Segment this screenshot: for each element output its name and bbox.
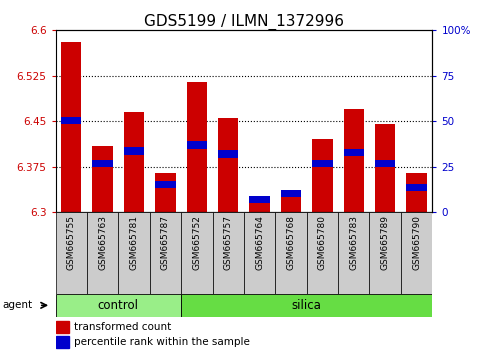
- Text: GSM665768: GSM665768: [286, 215, 296, 270]
- Bar: [56, 321, 69, 333]
- Bar: [406, 173, 427, 212]
- Bar: [92, 160, 113, 167]
- Bar: [150, 212, 181, 294]
- Bar: [249, 200, 270, 212]
- Bar: [181, 294, 432, 317]
- Text: silica: silica: [292, 299, 322, 312]
- Text: GSM665787: GSM665787: [161, 215, 170, 270]
- Bar: [61, 42, 82, 212]
- Text: GSM665780: GSM665780: [318, 215, 327, 270]
- Text: agent: agent: [2, 300, 32, 310]
- Bar: [56, 294, 181, 317]
- Text: GSM665763: GSM665763: [98, 215, 107, 270]
- Text: GSM665752: GSM665752: [192, 215, 201, 270]
- Bar: [87, 212, 118, 294]
- Bar: [181, 212, 213, 294]
- Text: GSM665789: GSM665789: [381, 215, 390, 270]
- Bar: [124, 147, 144, 155]
- Bar: [307, 212, 338, 294]
- Bar: [213, 212, 244, 294]
- Title: GDS5199 / ILMN_1372996: GDS5199 / ILMN_1372996: [144, 14, 344, 30]
- Bar: [338, 212, 369, 294]
- Bar: [56, 212, 87, 294]
- Bar: [343, 149, 364, 156]
- Bar: [186, 141, 207, 149]
- Bar: [186, 82, 207, 212]
- Bar: [155, 181, 176, 188]
- Text: transformed count: transformed count: [74, 322, 171, 332]
- Bar: [155, 173, 176, 212]
- Text: GSM665790: GSM665790: [412, 215, 421, 270]
- Bar: [406, 184, 427, 191]
- Bar: [218, 118, 239, 212]
- Text: percentile rank within the sample: percentile rank within the sample: [74, 337, 250, 347]
- Bar: [118, 212, 150, 294]
- Text: GSM665757: GSM665757: [224, 215, 233, 270]
- Bar: [249, 196, 270, 203]
- Bar: [401, 212, 432, 294]
- Bar: [92, 145, 113, 212]
- Bar: [312, 160, 333, 167]
- Bar: [275, 212, 307, 294]
- Text: GSM665781: GSM665781: [129, 215, 139, 270]
- Bar: [244, 212, 275, 294]
- Bar: [375, 160, 396, 167]
- Bar: [281, 190, 301, 197]
- Text: GSM665764: GSM665764: [255, 215, 264, 270]
- Bar: [281, 194, 301, 212]
- Bar: [312, 139, 333, 212]
- Bar: [124, 112, 144, 212]
- Bar: [369, 212, 401, 294]
- Bar: [56, 336, 69, 348]
- Bar: [218, 150, 239, 158]
- Text: GSM665783: GSM665783: [349, 215, 358, 270]
- Bar: [343, 109, 364, 212]
- Bar: [375, 124, 396, 212]
- Bar: [61, 117, 82, 124]
- Text: GSM665755: GSM665755: [67, 215, 76, 270]
- Text: control: control: [98, 299, 139, 312]
